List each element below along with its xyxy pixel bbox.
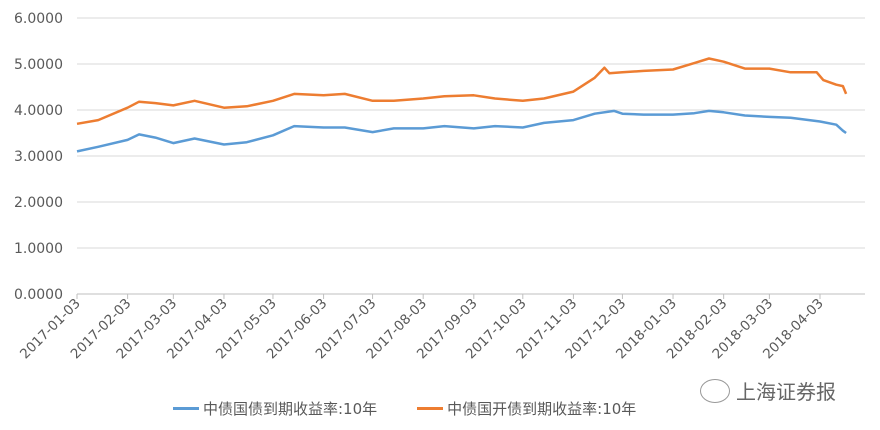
series-line-cdb	[76, 57, 848, 126]
series-line-treasury	[76, 109, 847, 153]
legend-item-cdb: 中债国开债到期收益率:10年	[417, 398, 636, 419]
brand-text: 上海证券报	[736, 380, 836, 404]
legend-label: 中债国债到期收益率:10年	[203, 400, 378, 418]
legend-label: 中债国开债到期收益率:10年	[447, 400, 637, 418]
y-tick-label: 2.0000	[14, 195, 63, 211]
legend-item-treasury: 中债国债到期收益率:10年	[173, 398, 377, 419]
y-tick-label: 6.0000	[14, 11, 63, 27]
legend-swatch-blue	[173, 407, 199, 410]
y-tick-label: 4.0000	[14, 103, 63, 119]
legend-swatch-orange	[417, 407, 444, 410]
y-tick-label: 5.0000	[14, 57, 63, 73]
wechat-icon	[700, 378, 730, 403]
y-tick-label: 3.0000	[14, 149, 63, 165]
y-tick-label: 1.0000	[14, 241, 63, 257]
line-chart: 0.0000 1.0000 2.0000 3.0000 4.0000 5.0000 6.00…	[14, 11, 865, 362]
legend: 中债国债到期收益率:10年 中债国开债到期收益率:10年	[173, 398, 636, 419]
brand-logo: 上海证券报	[700, 376, 836, 405]
y-tick-label: 0.0000	[14, 287, 63, 303]
